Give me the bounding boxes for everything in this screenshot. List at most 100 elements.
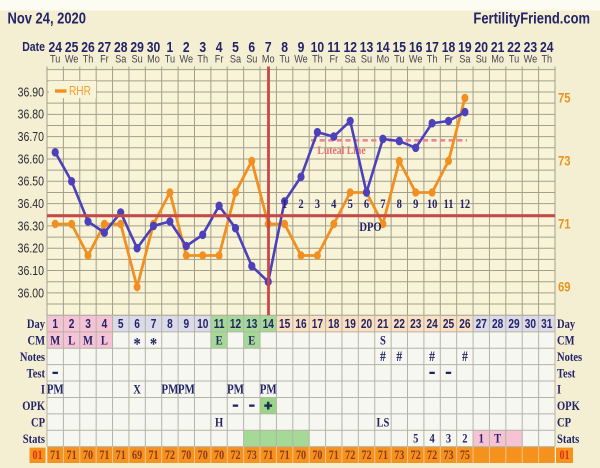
svg-text:We: We (294, 54, 308, 66)
svg-text:Sa: Sa (230, 54, 241, 66)
svg-text:72: 72 (165, 449, 175, 462)
svg-text:Test: Test (557, 365, 575, 380)
svg-text:71: 71 (50, 449, 60, 462)
svg-text:We: We (409, 54, 423, 66)
svg-text:12: 12 (343, 39, 357, 55)
svg-text:L: L (68, 332, 75, 347)
svg-text:Fr: Fr (100, 54, 109, 66)
svg-text:Su: Su (246, 54, 257, 66)
svg-text:26: 26 (81, 39, 95, 55)
svg-text:26: 26 (459, 318, 470, 331)
svg-text:Mo: Mo (262, 54, 275, 66)
svg-text:25: 25 (65, 39, 79, 55)
svg-text:36.10: 36.10 (18, 263, 45, 278)
svg-text:11: 11 (327, 39, 340, 55)
svg-text:2: 2 (298, 196, 303, 211)
svg-text:4: 4 (331, 196, 336, 211)
svg-text:Mo: Mo (377, 54, 390, 66)
svg-text:36.00: 36.00 (18, 285, 45, 300)
svg-text:E: E (248, 332, 255, 347)
svg-text:6: 6 (364, 196, 369, 211)
svg-text:OPK: OPK (557, 398, 581, 413)
svg-text:X: X (133, 382, 141, 397)
svg-text:73: 73 (558, 152, 571, 168)
svg-text:14: 14 (376, 39, 390, 55)
svg-text:21: 21 (491, 39, 505, 55)
svg-text:7: 7 (265, 39, 272, 55)
svg-text:Th: Th (83, 54, 94, 66)
svg-text:16: 16 (295, 318, 306, 331)
svg-text:OPK: OPK (22, 398, 46, 413)
svg-text:30: 30 (525, 318, 536, 331)
svg-text:RHR: RHR (69, 85, 91, 98)
svg-text:4: 4 (429, 431, 434, 446)
svg-text:Luteal Line: Luteal Line (317, 144, 365, 157)
svg-text:71: 71 (67, 449, 77, 462)
svg-text:#: # (380, 348, 386, 364)
svg-text:5: 5 (118, 318, 124, 331)
svg-text:36.20: 36.20 (18, 241, 45, 256)
svg-text:36.50: 36.50 (18, 174, 45, 189)
svg-text:Mo: Mo (147, 54, 160, 66)
svg-text:22: 22 (394, 318, 405, 331)
svg-text:PM: PM (161, 382, 178, 397)
svg-text:72: 72 (230, 449, 240, 462)
svg-text:PM: PM (227, 382, 244, 397)
svg-text:72: 72 (361, 449, 371, 462)
svg-text:We: We (180, 54, 194, 66)
svg-text:21: 21 (377, 318, 388, 331)
svg-text:Sa: Sa (345, 54, 356, 66)
svg-text:Th: Th (541, 54, 552, 66)
svg-text:Tu: Tu (394, 54, 405, 66)
svg-text:75: 75 (558, 89, 571, 105)
svg-text:20: 20 (475, 39, 489, 55)
svg-text:H: H (215, 414, 223, 429)
svg-text:Su: Su (132, 54, 143, 66)
svg-text:71: 71 (148, 449, 158, 462)
svg-text:36.70: 36.70 (18, 129, 45, 144)
svg-text:14: 14 (263, 318, 275, 331)
svg-text:22: 22 (507, 39, 521, 55)
svg-text:9: 9 (298, 39, 305, 55)
svg-text:70: 70 (181, 449, 191, 462)
svg-text:18: 18 (328, 318, 339, 331)
svg-text:27: 27 (98, 39, 111, 55)
svg-text:10: 10 (197, 318, 208, 331)
svg-text:23: 23 (410, 318, 421, 331)
svg-text:71: 71 (263, 449, 273, 462)
svg-text:36.30: 36.30 (18, 218, 45, 233)
svg-text:13: 13 (360, 39, 374, 55)
svg-text:Day: Day (27, 316, 45, 331)
svg-text:I: I (41, 382, 45, 397)
svg-text:T: T (494, 431, 501, 446)
svg-text:70: 70 (214, 449, 224, 462)
svg-text:4: 4 (216, 39, 223, 55)
svg-text:19: 19 (458, 39, 472, 55)
svg-text:CP: CP (31, 414, 45, 429)
svg-text:PM: PM (47, 382, 64, 397)
svg-text:25: 25 (443, 318, 454, 331)
svg-text:29: 29 (130, 39, 144, 55)
svg-text:16: 16 (409, 39, 423, 55)
svg-text:L: L (101, 332, 108, 347)
svg-text:8: 8 (397, 196, 402, 211)
svg-text:Test: Test (27, 365, 45, 380)
svg-text:29: 29 (508, 318, 519, 331)
svg-text:71: 71 (116, 449, 126, 462)
svg-text:DPO: DPO (359, 219, 381, 234)
svg-text:24: 24 (426, 318, 438, 331)
svg-text:4: 4 (102, 318, 108, 331)
svg-text:30: 30 (147, 39, 161, 55)
svg-text:01: 01 (559, 449, 569, 462)
svg-text:Fr: Fr (329, 54, 338, 66)
svg-text:71: 71 (99, 449, 109, 462)
svg-text:Sa: Sa (459, 54, 470, 66)
svg-text:19: 19 (345, 318, 356, 331)
svg-text:18: 18 (442, 39, 456, 55)
svg-text:I: I (557, 382, 561, 397)
svg-text:3: 3 (446, 431, 451, 446)
svg-text:13: 13 (246, 318, 257, 331)
svg-text:71: 71 (329, 449, 339, 462)
svg-text:20: 20 (361, 318, 372, 331)
svg-text:10: 10 (311, 39, 325, 55)
